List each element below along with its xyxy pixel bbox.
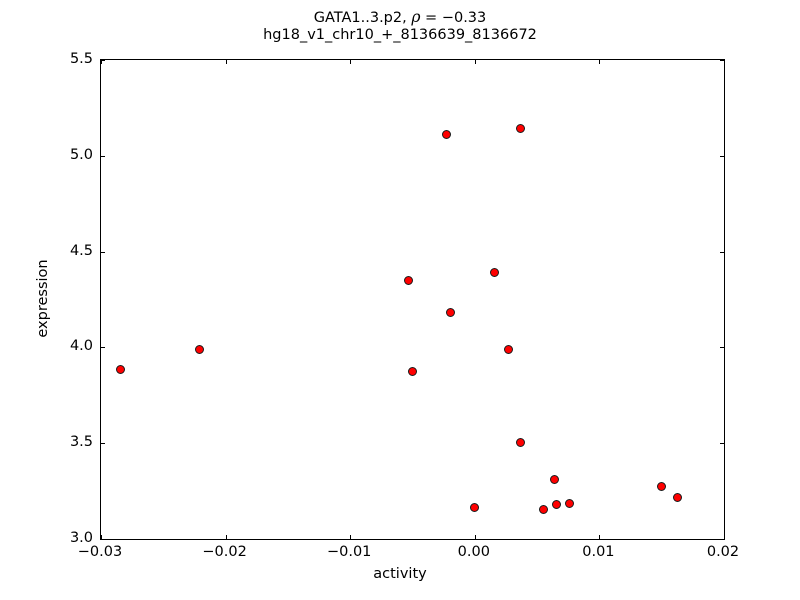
data-point bbox=[195, 345, 205, 355]
y-axis-tick bbox=[720, 347, 724, 349]
data-point bbox=[565, 499, 575, 509]
x-axis-tick bbox=[101, 535, 103, 539]
y-axis-tick bbox=[101, 251, 105, 253]
data-point bbox=[550, 475, 560, 485]
y-axis-tick bbox=[720, 443, 724, 445]
x-axis-label: activity bbox=[373, 566, 427, 582]
y-axis-tick-label: 5.5 bbox=[69, 51, 93, 67]
chart-title-line-2: hg18_v1_chr10_+_8136639_8136672 bbox=[263, 27, 537, 44]
y-axis-tick bbox=[720, 539, 724, 541]
data-point bbox=[657, 482, 667, 492]
x-axis-tick bbox=[724, 60, 726, 64]
chart-title: GATA1..3.p2, ρ = −0.33 hg18_v1_chr10_+_8… bbox=[0, 8, 800, 44]
plot-area bbox=[100, 59, 726, 541]
data-point bbox=[446, 308, 456, 318]
x-axis-tick bbox=[724, 535, 726, 539]
x-axis-tick-label: −0.01 bbox=[326, 544, 372, 560]
chart-title-line-1: GATA1..3.p2, ρ = −0.33 bbox=[0, 8, 800, 27]
rho-symbol: ρ bbox=[411, 8, 421, 26]
data-point bbox=[552, 500, 562, 510]
y-axis-tick bbox=[720, 60, 724, 62]
data-point bbox=[539, 505, 549, 515]
y-axis-tick-label: 3.0 bbox=[69, 530, 93, 546]
data-point bbox=[516, 124, 526, 134]
y-axis-tick-label: 5.0 bbox=[69, 146, 93, 163]
data-point bbox=[504, 345, 514, 354]
x-axis-tick-label: 0.00 bbox=[457, 544, 490, 560]
x-axis-tick-label: 0.02 bbox=[706, 544, 740, 560]
y-axis-tick-label: 4.5 bbox=[69, 242, 93, 259]
x-axis-tick bbox=[350, 535, 352, 539]
data-point bbox=[408, 367, 418, 377]
x-axis-tick bbox=[225, 60, 227, 64]
chart-title-motif: GATA1..3.p2, bbox=[313, 10, 412, 26]
y-axis-tick bbox=[101, 443, 105, 445]
x-axis-tick-label: 0.01 bbox=[582, 544, 615, 560]
y-axis-tick bbox=[720, 155, 724, 157]
x-axis-tick bbox=[599, 535, 601, 539]
x-axis-tick bbox=[225, 535, 227, 539]
y-axis-tick bbox=[101, 155, 105, 157]
y-axis-tick bbox=[720, 251, 724, 253]
x-axis-tick-label: −0.03 bbox=[77, 544, 123, 560]
data-point bbox=[516, 437, 526, 447]
x-axis-tick bbox=[599, 60, 601, 64]
x-axis-tick bbox=[474, 535, 476, 539]
y-axis-tick-label: 3.5 bbox=[69, 434, 93, 451]
y-axis-tick bbox=[101, 347, 105, 349]
x-axis-tick-label: −0.02 bbox=[202, 544, 247, 560]
rho-value: = −0.33 bbox=[420, 10, 487, 26]
data-point bbox=[673, 493, 683, 503]
data-point bbox=[470, 502, 480, 512]
y-axis-tick-label: 4.0 bbox=[69, 338, 93, 355]
y-axis-label: expression bbox=[35, 259, 51, 338]
data-point bbox=[442, 130, 452, 140]
data-points-layer bbox=[101, 60, 724, 539]
x-axis-tick bbox=[350, 60, 352, 64]
data-point bbox=[115, 364, 125, 374]
data-point bbox=[404, 276, 414, 286]
y-axis-tick bbox=[101, 539, 105, 541]
y-axis-tick bbox=[101, 60, 105, 62]
data-point bbox=[490, 268, 500, 278]
x-axis-tick bbox=[474, 60, 476, 64]
x-axis-tick bbox=[101, 60, 103, 64]
